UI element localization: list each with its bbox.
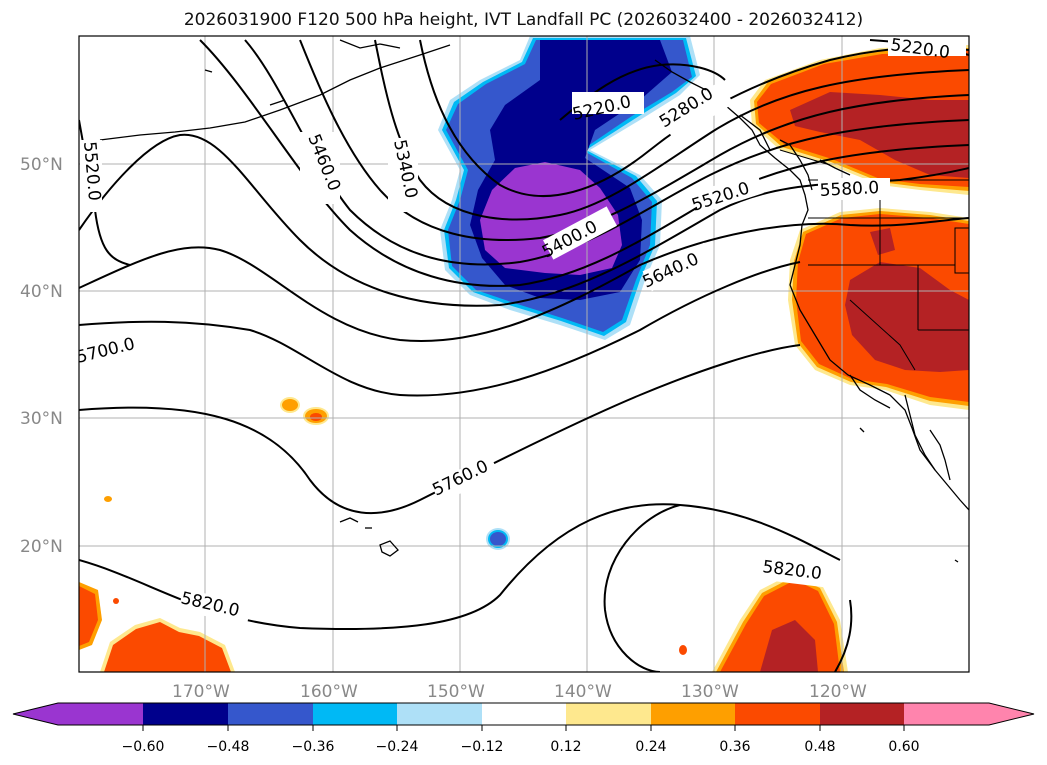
contour-5820-ring [603, 504, 681, 672]
positive-ivt-region-california [788, 208, 969, 410]
colorbar-labels: −0.60 −0.48 −0.36 −0.24 −0.12 0.12 0.24 … [122, 739, 920, 755]
colorbar-label-036: 0.36 [719, 739, 750, 755]
colorbar-ticks [142, 725, 905, 731]
contour-label-5580: 5580.0 [819, 178, 879, 201]
lon-label-130w: 130°W [681, 682, 739, 702]
colorbar-label-neg024: −0.24 [376, 739, 419, 755]
map-title: 2026031900 F120 500 hPa height, IVT Land… [183, 10, 864, 30]
colorbar-label-012: 0.12 [550, 739, 581, 755]
negative-ivt-blob-hawaii [486, 528, 510, 550]
positive-ivt-blobs-midpacific [104, 397, 329, 502]
colorbar-label-neg048: −0.48 [207, 739, 250, 755]
lat-label-40n: 40°N [20, 282, 63, 302]
longitude-labels: 170°W 160°W 150°W 140°W 130°W 120°W [172, 682, 867, 702]
positive-ivt-region-southwest [79, 582, 235, 672]
colorbar-label-neg036: −0.36 [292, 739, 335, 755]
lon-label-120w: 120°W [809, 682, 867, 702]
colorbar-label-024: 0.24 [635, 739, 666, 755]
contour-5640 [79, 217, 969, 342]
colorbar-label-060: 0.60 [888, 739, 919, 755]
colorbar-label-neg012: −0.12 [461, 739, 504, 755]
colorbar [12, 702, 1035, 726]
lat-label-30n: 30°N [20, 409, 63, 429]
positive-ivt-region-south [679, 572, 848, 672]
lon-label-150w: 150°W [427, 682, 485, 702]
gridlines [79, 36, 969, 672]
lon-label-170w: 170°W [172, 682, 230, 702]
colorbar-label-048: 0.48 [804, 739, 835, 755]
latitude-labels: 50°N 40°N 30°N 20°N [20, 155, 63, 557]
colorbar-label-neg060: −0.60 [122, 739, 165, 755]
lon-label-160w: 160°W [300, 682, 358, 702]
contour-5760 [79, 344, 801, 515]
lon-label-140w: 140°W [554, 682, 612, 702]
map-plot-area: 5520.0 5460.0 5340.0 5220.0 5280.0 5220.… [79, 36, 969, 672]
map-frame [78, 35, 970, 673]
contour-5700 [79, 261, 801, 397]
lat-label-20n: 20°N [20, 537, 63, 557]
lat-label-50n: 50°N [20, 155, 63, 175]
positive-ivt-region-northwest [750, 45, 969, 195]
